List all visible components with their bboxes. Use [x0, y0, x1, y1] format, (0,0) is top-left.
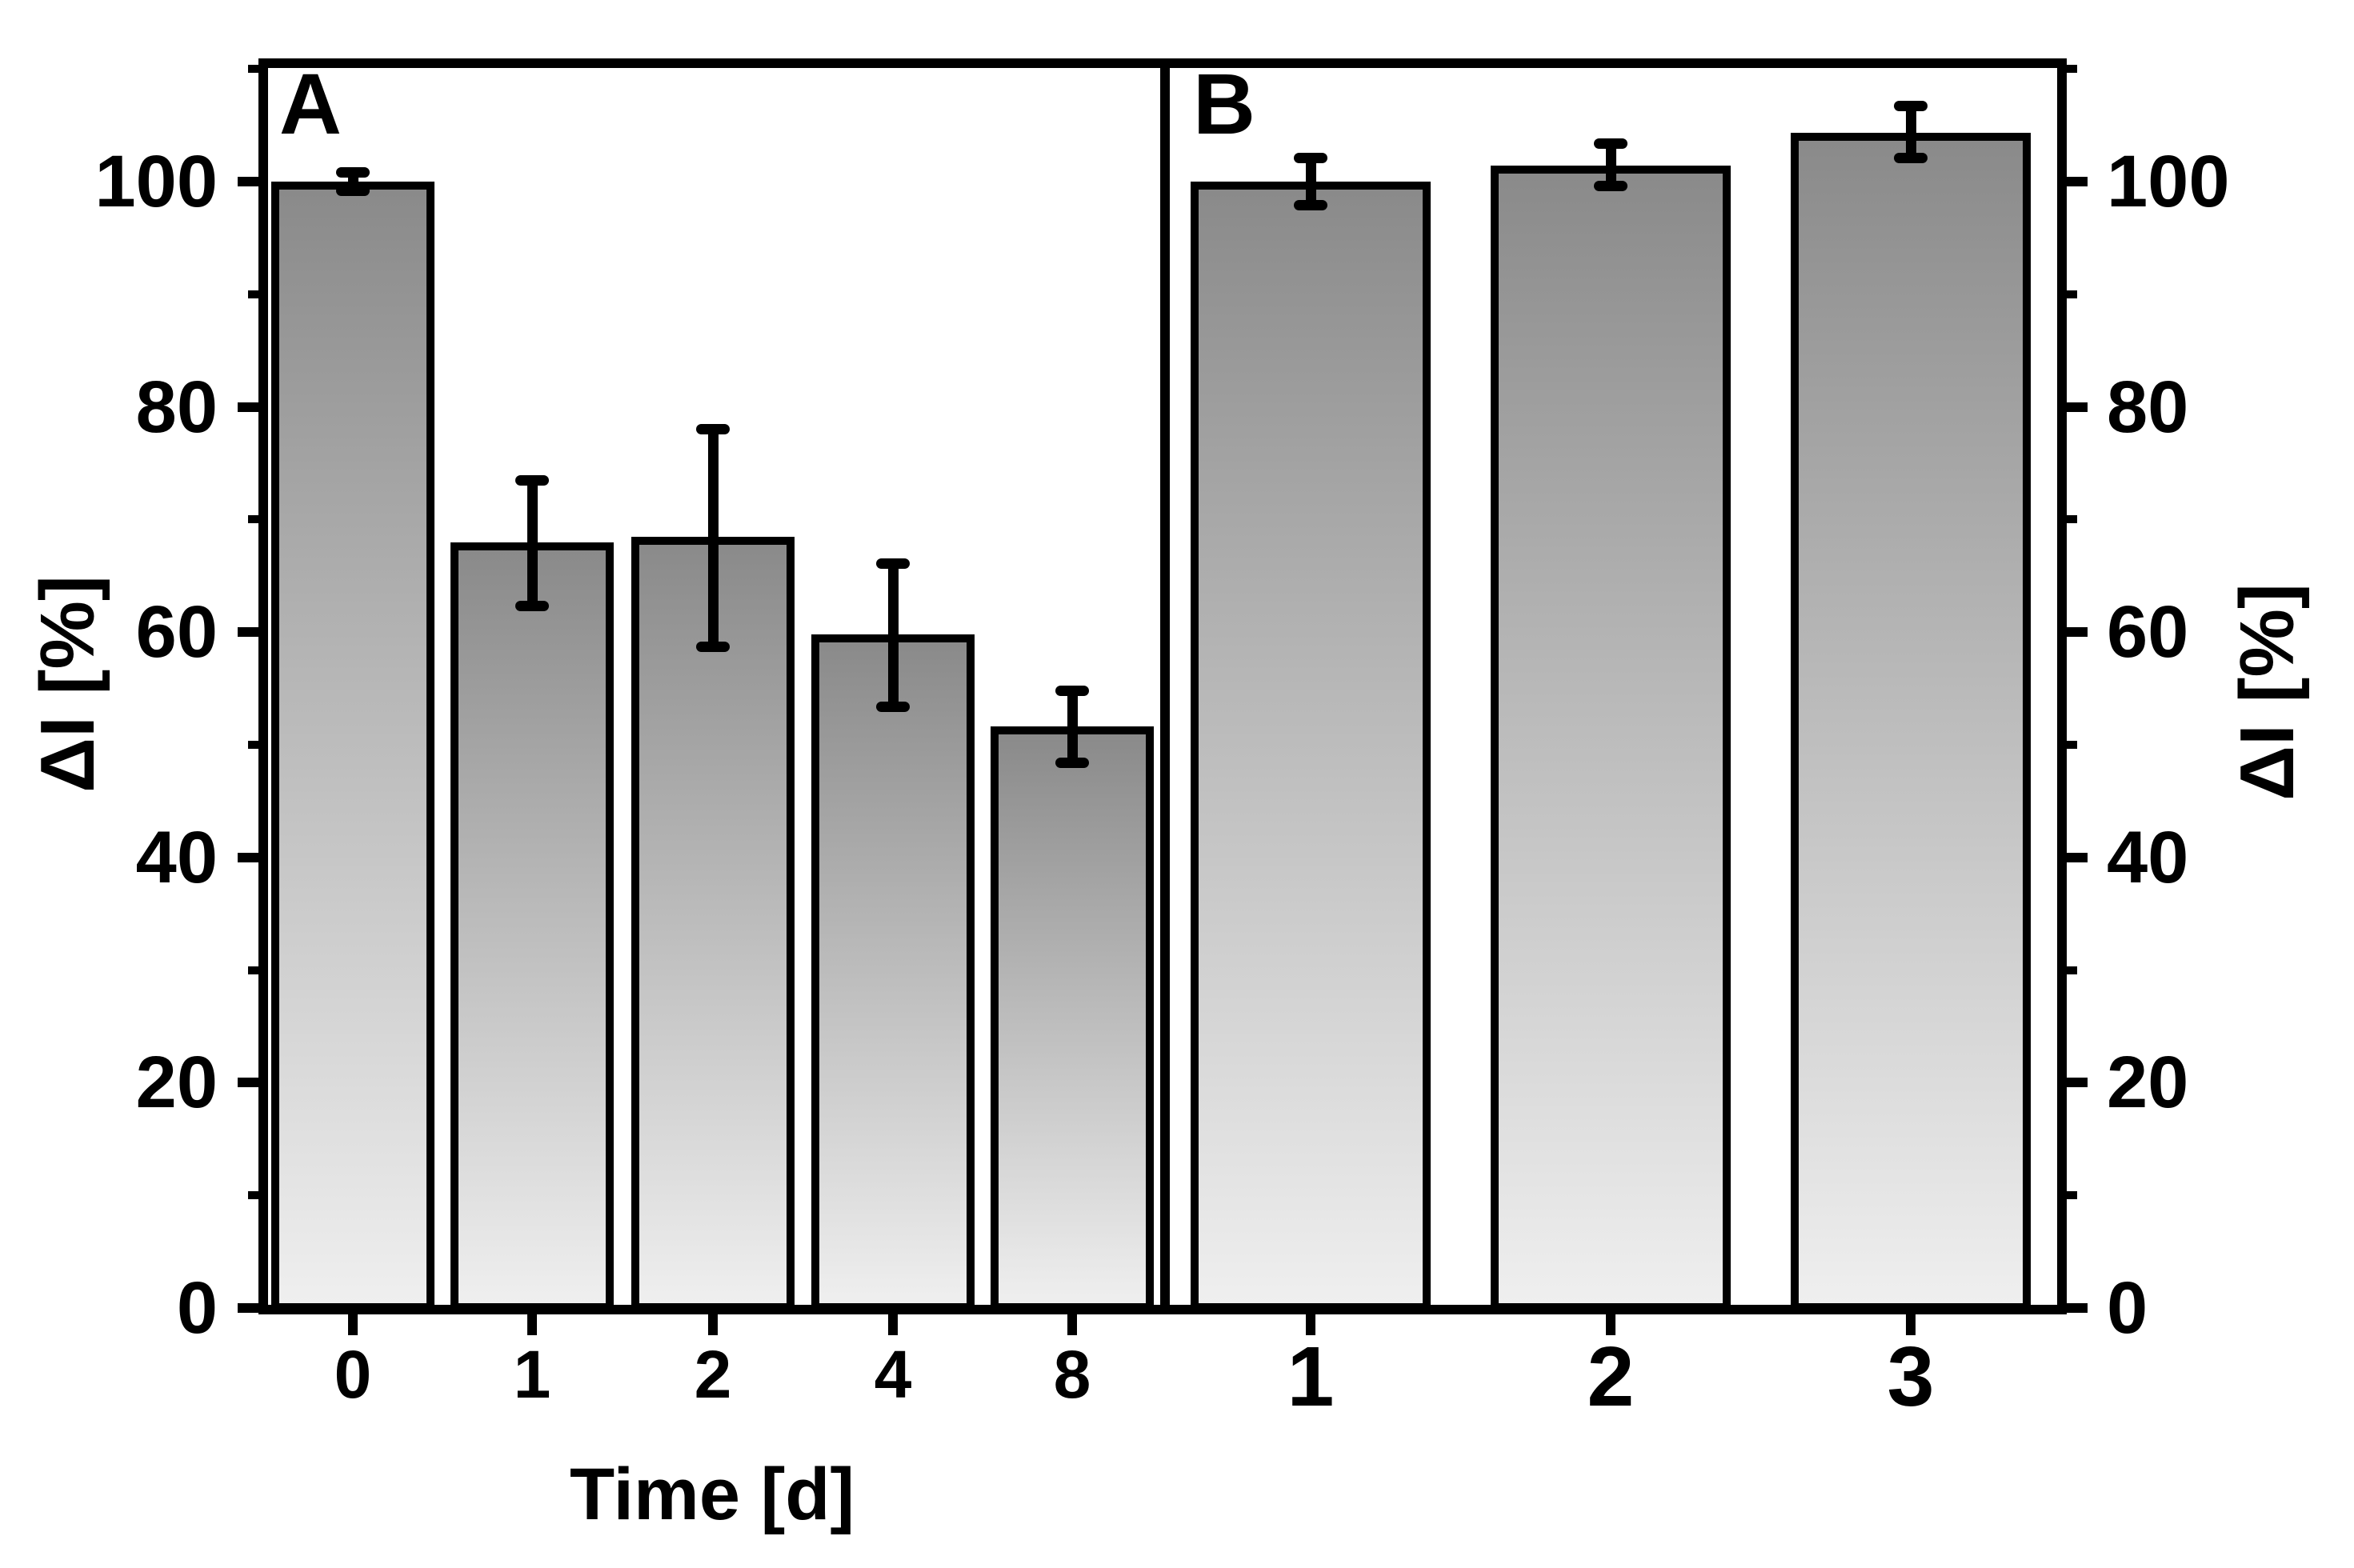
error-cap-top-a-1 [515, 474, 549, 486]
x-tick-label-b-1: 1 [1287, 1330, 1335, 1424]
x-tick-label-a-1: 1 [513, 1337, 551, 1412]
bar-a-1 [450, 542, 614, 1311]
error-bar-b-2 [1605, 143, 1616, 186]
y-tick-label-right-60: 60 [2107, 591, 2189, 674]
x-tick-a-4 [888, 1314, 898, 1335]
y-minor-tick-left-10 [248, 1191, 258, 1200]
x-tick-label-b-3: 3 [1887, 1330, 1935, 1424]
error-cap-top-a-8 [1055, 685, 1089, 696]
panel-letter-a: A [279, 55, 342, 152]
y-major-tick-left-20 [238, 1078, 258, 1088]
error-bar-a-2 [707, 429, 719, 647]
x-tick-label-a-8: 8 [1053, 1337, 1091, 1412]
error-cap-bottom-a-0 [336, 185, 370, 196]
bar-a-0 [271, 182, 434, 1311]
x-tick-label-a-2: 2 [694, 1337, 732, 1412]
error-cap-bottom-b-3 [1894, 152, 1928, 163]
y-major-tick-left-60 [238, 627, 258, 638]
error-bar-a-8 [1067, 690, 1078, 763]
y-major-tick-left-40 [238, 852, 258, 862]
x-tick-label-a-4: 4 [874, 1337, 912, 1412]
y-minor-tick-left-90 [248, 290, 258, 298]
bar-b-1 [1191, 182, 1431, 1311]
y-tick-label-left-80: 80 [135, 366, 218, 448]
error-cap-top-b-2 [1594, 138, 1627, 149]
y-tick-label-right-80: 80 [2107, 366, 2189, 448]
bar-b-2 [1491, 166, 1731, 1311]
x-tick-b-1 [1306, 1314, 1315, 1335]
y-minor-tick-right-90 [2067, 290, 2077, 298]
bar-a-2 [631, 536, 795, 1311]
y-tick-label-left-100: 100 [94, 141, 218, 222]
x-tick-a-2 [708, 1314, 718, 1335]
y-minor-tick-left-50 [248, 741, 258, 749]
y-minor-tick-left-110 [248, 65, 258, 74]
error-cap-bottom-a-2 [696, 642, 730, 652]
y-minor-tick-right-30 [2067, 966, 2077, 974]
y-minor-tick-right-50 [2067, 741, 2077, 749]
y-major-tick-right-0 [2067, 1303, 2088, 1313]
x-axis-title-panel-a: Time [d] [569, 1454, 855, 1535]
x-tick-label-a-0: 0 [334, 1337, 372, 1412]
y-major-tick-left-80 [238, 402, 258, 412]
x-tick-b-3 [1906, 1314, 1916, 1335]
error-cap-bottom-a-4 [876, 701, 910, 712]
panel-letter-b: B [1193, 55, 1255, 152]
error-cap-bottom-a-1 [515, 601, 549, 612]
y-tick-label-left-60: 60 [135, 591, 218, 674]
error-cap-top-b-3 [1894, 101, 1928, 112]
y-major-tick-right-100 [2067, 177, 2088, 186]
y-tick-label-right-100: 100 [2107, 141, 2230, 222]
y-major-tick-right-40 [2067, 852, 2088, 862]
x-tick-a-1 [527, 1314, 537, 1335]
bar-a-4 [811, 634, 975, 1311]
y-tick-label-right-40: 40 [2107, 816, 2189, 898]
error-bar-a-1 [526, 480, 538, 606]
y-minor-tick-left-70 [248, 515, 258, 524]
error-bar-b-3 [1905, 106, 1916, 158]
y-minor-tick-right-110 [2067, 65, 2077, 74]
y-tick-label-left-40: 40 [135, 816, 218, 898]
error-cap-top-a-2 [696, 424, 730, 435]
y-tick-label-right-0: 0 [2107, 1267, 2148, 1349]
y-tick-label-left-20: 20 [135, 1042, 218, 1124]
panel-divider [1160, 58, 1170, 1314]
y-minor-tick-right-70 [2067, 515, 2077, 524]
bar-a-8 [991, 726, 1154, 1311]
error-bar-a-4 [887, 563, 899, 707]
bar-b-3 [1791, 133, 2031, 1311]
error-cap-top-a-0 [336, 167, 370, 178]
error-cap-bottom-a-8 [1055, 758, 1089, 769]
x-tick-b-2 [1606, 1314, 1615, 1335]
x-tick-label-b-2: 2 [1587, 1330, 1635, 1424]
y-major-tick-left-0 [238, 1303, 258, 1313]
error-cap-top-b-1 [1294, 152, 1327, 163]
x-tick-a-0 [348, 1314, 358, 1335]
y-major-tick-right-80 [2067, 402, 2088, 412]
y-major-tick-right-20 [2067, 1078, 2088, 1088]
error-cap-top-a-4 [876, 558, 910, 569]
y-major-tick-left-100 [238, 177, 258, 186]
error-cap-bottom-b-2 [1594, 181, 1627, 192]
error-bar-b-1 [1305, 158, 1316, 206]
error-cap-bottom-b-1 [1294, 200, 1327, 211]
x-tick-a-8 [1067, 1314, 1077, 1335]
y-minor-tick-left-30 [248, 966, 258, 974]
y-tick-label-left-0: 0 [176, 1267, 218, 1349]
y-minor-tick-right-10 [2067, 1191, 2077, 1200]
y-major-tick-right-60 [2067, 627, 2088, 638]
y-tick-label-right-20: 20 [2107, 1042, 2189, 1124]
